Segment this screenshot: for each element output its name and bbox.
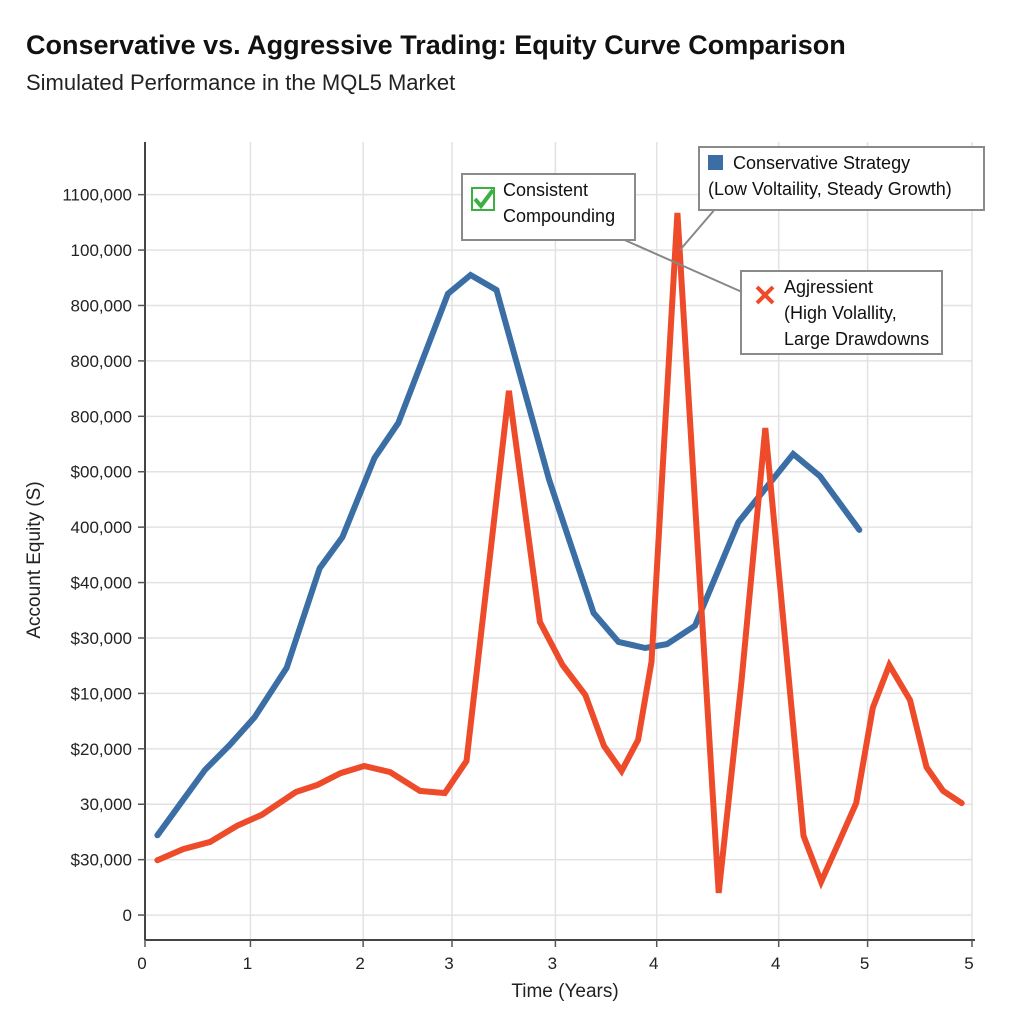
legend-conservative-strategy: Conservative Strategy (Low Voltaility, S…: [698, 146, 985, 211]
y-tick-label: 800,000: [71, 296, 132, 315]
annotation-connector-consistent: [619, 237, 743, 293]
x-icon: [755, 285, 775, 305]
annotation-line: Compounding: [503, 206, 616, 226]
y-tick-label: $10,000: [71, 684, 132, 703]
legend-aggressive-strategy: Agjressient (High Volallity, Large Drawd…: [740, 270, 943, 355]
chart-subtitle: Simulated Performance in the MQL5 Market: [26, 70, 456, 95]
y-axis-label: Account Equity (S): [24, 481, 45, 638]
x-tick-label: 2: [355, 954, 364, 973]
check-icon: [471, 187, 495, 211]
axes: [144, 142, 975, 941]
y-tick-label: 0: [123, 906, 132, 925]
x-tick-label: 4: [649, 954, 658, 973]
x-tick-label: 5: [860, 954, 869, 973]
legend-sublabel: (High Volallity,: [784, 303, 897, 323]
x-axis-label: Time (Years): [511, 981, 618, 1002]
y-tick-label: 800,000: [71, 352, 132, 371]
legend-label: Agjressient: [784, 277, 874, 297]
conservative-series-line: [154, 271, 863, 839]
x-tick-label: 3: [548, 954, 557, 973]
y-tick-label: 400,000: [71, 518, 132, 537]
x-tick-label: 3: [444, 954, 453, 973]
annotation-line: Consistent: [503, 180, 589, 200]
y-tick-label: $40,000: [71, 574, 132, 593]
blue-square-icon: [708, 155, 723, 170]
chart-title: Conservative vs. Aggressive Trading: Equ…: [26, 30, 846, 60]
y-tick-label: $20,000: [71, 740, 132, 759]
x-tick-label: 4: [771, 954, 780, 973]
legend-sublabel: Large Drawdowns: [784, 329, 930, 349]
legend-sublabel: (Low Voltaility, Steady Growth): [708, 179, 952, 199]
x-tick-label: 0: [137, 954, 146, 973]
aggressive-series-line: [154, 212, 965, 894]
legend-label: Conservative Strategy: [733, 153, 911, 173]
x-tick-label: 5: [964, 954, 973, 973]
y-tick-label: 30,000: [80, 795, 132, 814]
y-tick-label: 800,000: [71, 407, 132, 426]
annotation-connector-conservative: [679, 207, 717, 251]
y-tick-label: 1100,000: [62, 186, 132, 205]
annotation-consistent-compounding: Consistent Compounding: [461, 173, 636, 241]
y-tick-label: $30,000: [71, 851, 132, 870]
y-tick-label: 100,000: [71, 241, 132, 260]
y-tick-label: $30,000: [71, 629, 132, 648]
y-tick-label: $00,000: [71, 463, 132, 482]
x-tick-label: 1: [243, 954, 252, 973]
